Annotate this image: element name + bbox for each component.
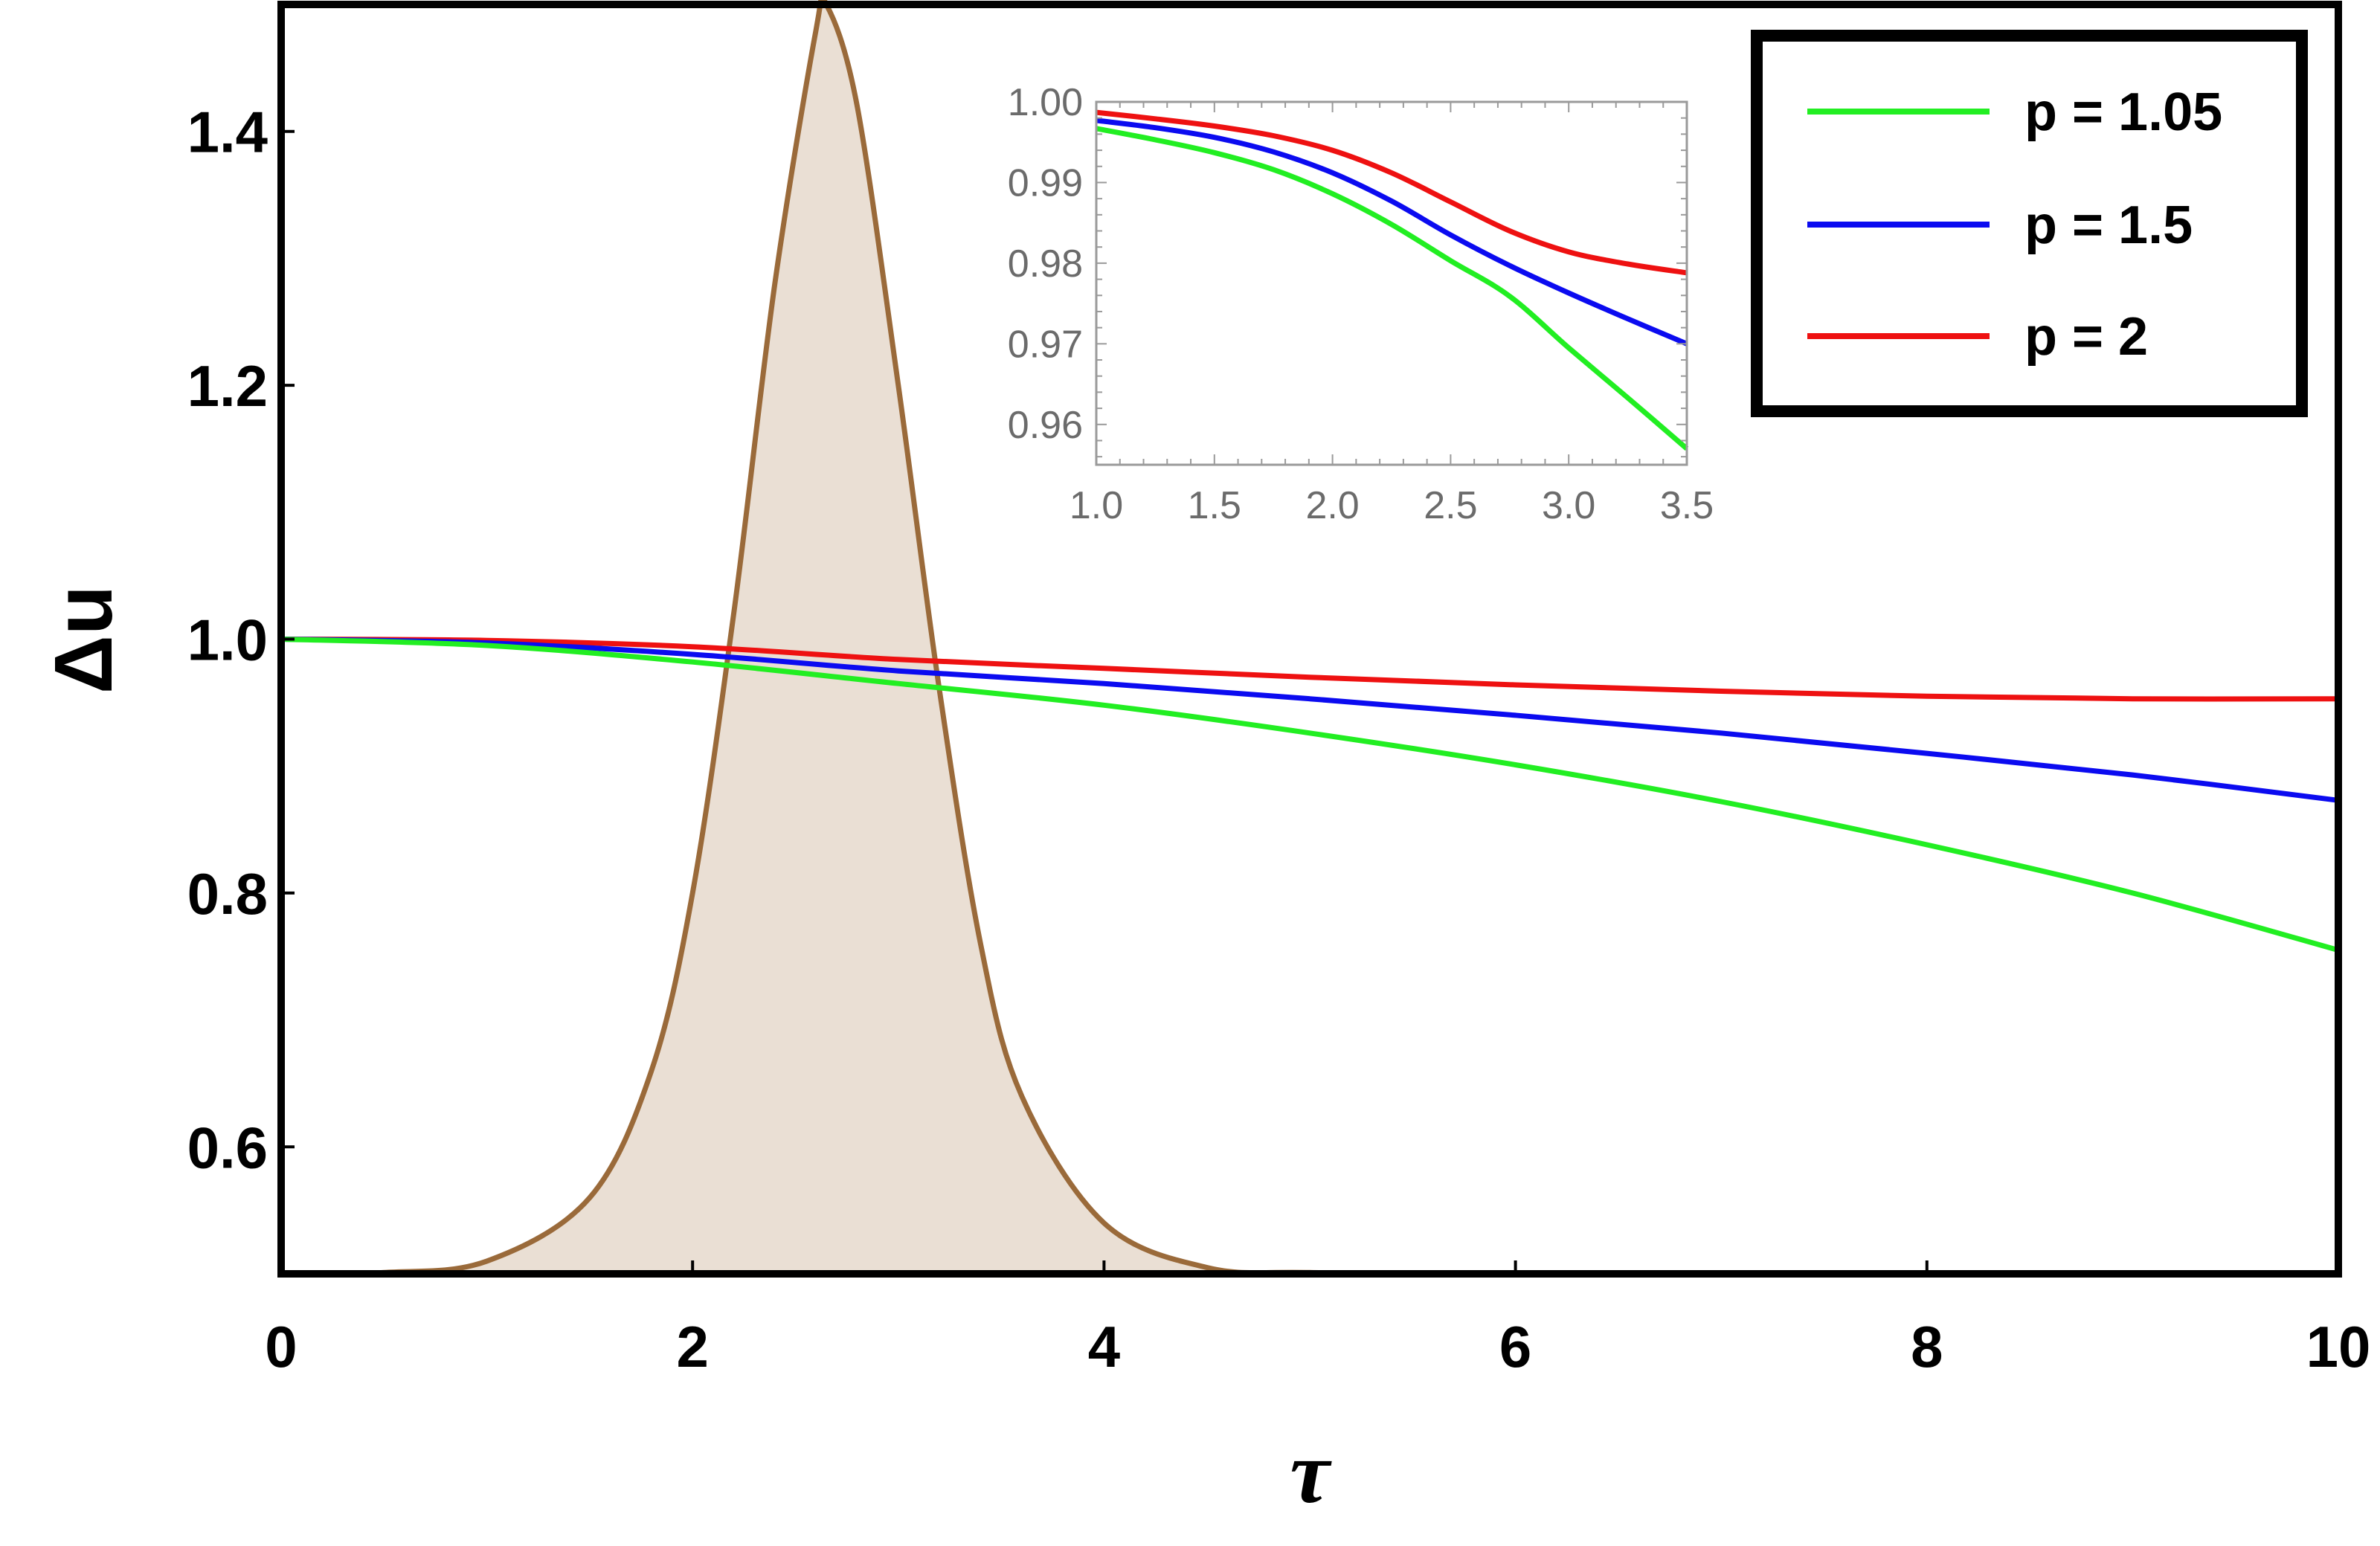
- main-x-tick-labels: 0 2 4 6 8 10: [265, 1260, 2370, 1379]
- x-tick-label: 8: [1911, 1314, 1943, 1379]
- inset-x-tick-label: 1.0: [1070, 484, 1123, 527]
- y-tick-label: 1.4: [187, 100, 268, 165]
- legend-label-p105: p = 1.05: [2024, 83, 2222, 142]
- inset-x-tick-label: 1.5: [1188, 484, 1241, 527]
- pulse-fill: [281, 0, 2338, 1275]
- y-tick-label: 1.0: [187, 608, 268, 673]
- main-series-layer: [280, 637, 2339, 953]
- legend: p = 1.05 p = 1.5 p = 2: [1751, 30, 2308, 417]
- inset-x-tick-label: 2.5: [1424, 484, 1477, 527]
- inset-x-tick-labels: 1.0 1.5 2.0 2.5 3.0 3.5: [1070, 484, 1714, 527]
- inset-y-tick-label: 0.99: [1008, 161, 1083, 204]
- inset-x-tick-label: 2.0: [1305, 484, 1359, 527]
- inset-series-layer: [1096, 109, 1689, 451]
- inset-minor-ticks: [1096, 101, 1688, 465]
- inset-y-tick-labels: 0.96 0.97 0.98 0.99 1.00: [1008, 81, 1083, 447]
- inset-y-tick-label: 0.96: [1008, 404, 1083, 447]
- y-tick-label: 0.8: [187, 861, 268, 927]
- series-line-p105: [280, 637, 2339, 953]
- x-tick-label: 2: [677, 1314, 709, 1379]
- series-line-p15: [280, 637, 2339, 803]
- legend-label-p2: p = 2: [2024, 307, 2148, 367]
- inset-y-tick-label: 1.00: [1008, 81, 1083, 124]
- inset-series-line-p2: [1096, 109, 1688, 276]
- inset-y-tick-label: 0.97: [1008, 323, 1083, 366]
- inset-series-line-p15: [1096, 117, 1688, 347]
- legend-item: p = 2: [1807, 307, 2148, 367]
- x-tick-label: 6: [1499, 1314, 1531, 1379]
- x-tick-label: 4: [1088, 1314, 1120, 1379]
- legend-label-p15: p = 1.5: [2024, 196, 2193, 255]
- main-plot: 0 2 4 6 8 10 0.6 0.8 1.0 1.2 1.4 τ Δu: [38, 0, 2370, 1521]
- y-tick-label: 1.2: [187, 353, 268, 419]
- legend-item: p = 1.5: [1807, 196, 2193, 255]
- series-line-p2: [280, 637, 2339, 702]
- x-tick-label: 0: [265, 1314, 297, 1379]
- inset-x-tick-label: 3.5: [1660, 484, 1714, 527]
- inset-plot-frame: [1095, 100, 1688, 466]
- inset-y-tick-label: 0.98: [1008, 242, 1083, 286]
- y-axis-title: Δu: [38, 585, 129, 694]
- x-tick-label: 10: [2306, 1314, 2371, 1379]
- y-tick-label: 0.6: [187, 1115, 268, 1180]
- inset-series-line-p105: [1096, 126, 1689, 451]
- inset-x-tick-label: 3.0: [1542, 484, 1595, 527]
- legend-item: p = 1.05: [1807, 83, 2222, 142]
- inset-plot: 1.0 1.5 2.0 2.5 3.0 3.5 0.96 0.97 0.98 0.99 1.00: [1008, 81, 1714, 527]
- main-y-tick-labels: 0.6 0.8 1.0 1.2 1.4: [187, 100, 295, 1180]
- x-axis-title: τ: [1290, 1423, 1332, 1521]
